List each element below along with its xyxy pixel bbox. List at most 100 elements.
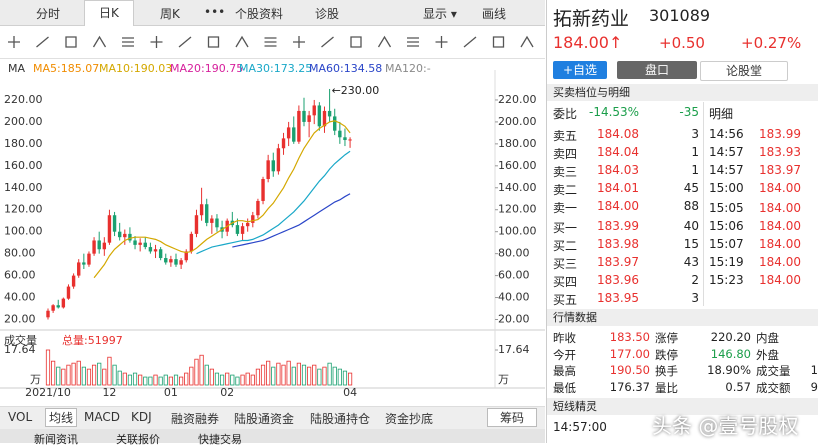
tool-icon[interactable]	[350, 36, 362, 48]
bottom-tabs: 新闻资讯 关联报价 快捷交易	[0, 429, 545, 446]
tool-icon[interactable]	[463, 36, 477, 48]
volume-bar	[291, 366, 296, 386]
candle-body	[46, 310, 50, 318]
top-tab[interactable]: 分时	[36, 7, 61, 21]
indicator-tab[interactable]: KDJ	[131, 410, 152, 424]
volume-bar	[342, 370, 348, 386]
top-tab[interactable]: 周K	[160, 7, 180, 21]
tool-icon[interactable]	[435, 36, 448, 48]
y-tick-label: 180.00	[4, 137, 43, 150]
price: 184.00↑	[553, 33, 623, 52]
tool-icon[interactable]	[92, 35, 107, 48]
indicator-tab[interactable]: 融资融券	[171, 412, 220, 426]
bottom-tab[interactable]: 关联报价	[116, 433, 160, 446]
tool-icon[interactable]	[492, 36, 505, 48]
indicator-tab[interactable]: VOL	[8, 410, 33, 424]
ma-line	[232, 193, 351, 248]
candle-body	[164, 258, 168, 263]
panel-button[interactable]: 论股堂	[700, 61, 788, 81]
tool-icon[interactable]	[235, 35, 249, 48]
y-tick-label-right: 80.00	[498, 247, 530, 260]
quote-label: 今开	[553, 347, 576, 362]
volume-bar	[240, 374, 245, 386]
volume-bar	[204, 364, 209, 386]
candle-body	[77, 262, 81, 276]
toolbar	[0, 26, 545, 59]
book-price: 183.99	[597, 219, 639, 233]
volume-bar	[255, 368, 261, 386]
candle-body	[286, 127, 291, 139]
volume-bar	[148, 376, 153, 386]
volume-bar	[132, 372, 138, 386]
indicator-tab[interactable]: 均线	[45, 408, 78, 427]
quote-value: 9	[810, 379, 818, 394]
candle-body	[348, 139, 352, 141]
weibi-label: 委比	[553, 107, 578, 121]
trade-time: 14:57	[709, 145, 744, 159]
indicator-tab[interactable]: 陆股通资金	[234, 412, 295, 426]
panel-button[interactable]: +自选	[553, 61, 607, 79]
volume-bar	[112, 364, 117, 386]
tool-icon[interactable]	[36, 36, 49, 48]
y-tick-label-right: 120.00	[498, 203, 537, 216]
trade-price: 184.00	[759, 181, 801, 195]
y-tick-label: 80.00	[4, 247, 36, 260]
volume-bar	[122, 372, 127, 386]
top-tab-bar: 分时 日K 周K ••• 个股资料 诊股 显示 ▾ 画线	[0, 0, 545, 26]
kline-chart: MA MA5:185.07 MA10:190.03MA20:190.75MA30:1…	[0, 62, 545, 399]
top-tab[interactable]: 个股资料	[235, 7, 284, 21]
tool-icon[interactable]	[122, 37, 134, 47]
y-tick-label-right: 160.00	[498, 159, 537, 172]
top-tab[interactable]: 日K	[84, 0, 134, 26]
indicator-tab[interactable]: MACD	[84, 410, 120, 424]
trade-time: 15:19	[709, 255, 744, 269]
volume-bar	[51, 360, 56, 386]
book-label: 买四	[553, 275, 578, 289]
tool-glyph	[150, 36, 163, 48]
volume-bar	[317, 368, 322, 386]
legend-entry: MA60:134.58	[309, 62, 382, 75]
candle-body	[66, 286, 71, 299]
toolbar-icons	[8, 35, 534, 48]
top-tab[interactable]: 画线	[482, 7, 507, 21]
tool-icon[interactable]	[321, 36, 334, 48]
indicator-tab[interactable]: 陆股通持仓	[310, 412, 371, 426]
tool-icon[interactable]	[8, 36, 20, 48]
divider	[703, 102, 704, 306]
tool-icon[interactable]	[407, 37, 419, 47]
section-header: 行情数据	[547, 309, 818, 326]
candle-body	[205, 204, 209, 223]
quote-value: 177.00	[609, 346, 650, 361]
bottom-tab[interactable]: 快捷交易	[198, 433, 242, 446]
top-tab[interactable]: 显示 ▾	[423, 7, 457, 21]
volume-bar	[347, 372, 353, 386]
tool-glyph	[321, 36, 334, 48]
tool-icon[interactable]	[377, 35, 392, 48]
tool-icon[interactable]	[178, 36, 192, 48]
book-volume: 88	[683, 199, 699, 213]
top-tab[interactable]: 诊股	[315, 7, 340, 21]
candle-body	[169, 259, 173, 263]
tool-icon[interactable]	[520, 35, 534, 48]
tool-icon[interactable]	[207, 36, 220, 48]
candle-body	[194, 215, 199, 234]
tool-glyph	[377, 35, 392, 48]
tool-icon[interactable]	[293, 36, 305, 48]
tool-icon[interactable]	[264, 37, 277, 47]
book-label: 买三	[553, 257, 578, 271]
volume-tick: 17.64	[4, 343, 36, 356]
watermark: 头条 @壹号股权	[652, 414, 799, 438]
panel-button[interactable]: 盘口	[617, 61, 697, 79]
bottom-tab[interactable]: 新闻资讯	[34, 433, 78, 446]
book-volume: 2	[691, 273, 699, 287]
top-tab[interactable]: •••	[204, 5, 226, 19]
tool-icon[interactable]	[150, 36, 163, 48]
volume-bar	[107, 356, 112, 386]
indicator-tab[interactable]: 资金抄底	[385, 412, 434, 426]
stock-name: 拓新药业	[553, 8, 630, 30]
candle-body	[87, 253, 91, 265]
tool-glyph	[463, 36, 477, 48]
chip-button[interactable]: 筹码	[487, 408, 537, 427]
tool-icon[interactable]	[65, 36, 77, 48]
tool-glyph	[264, 37, 277, 47]
